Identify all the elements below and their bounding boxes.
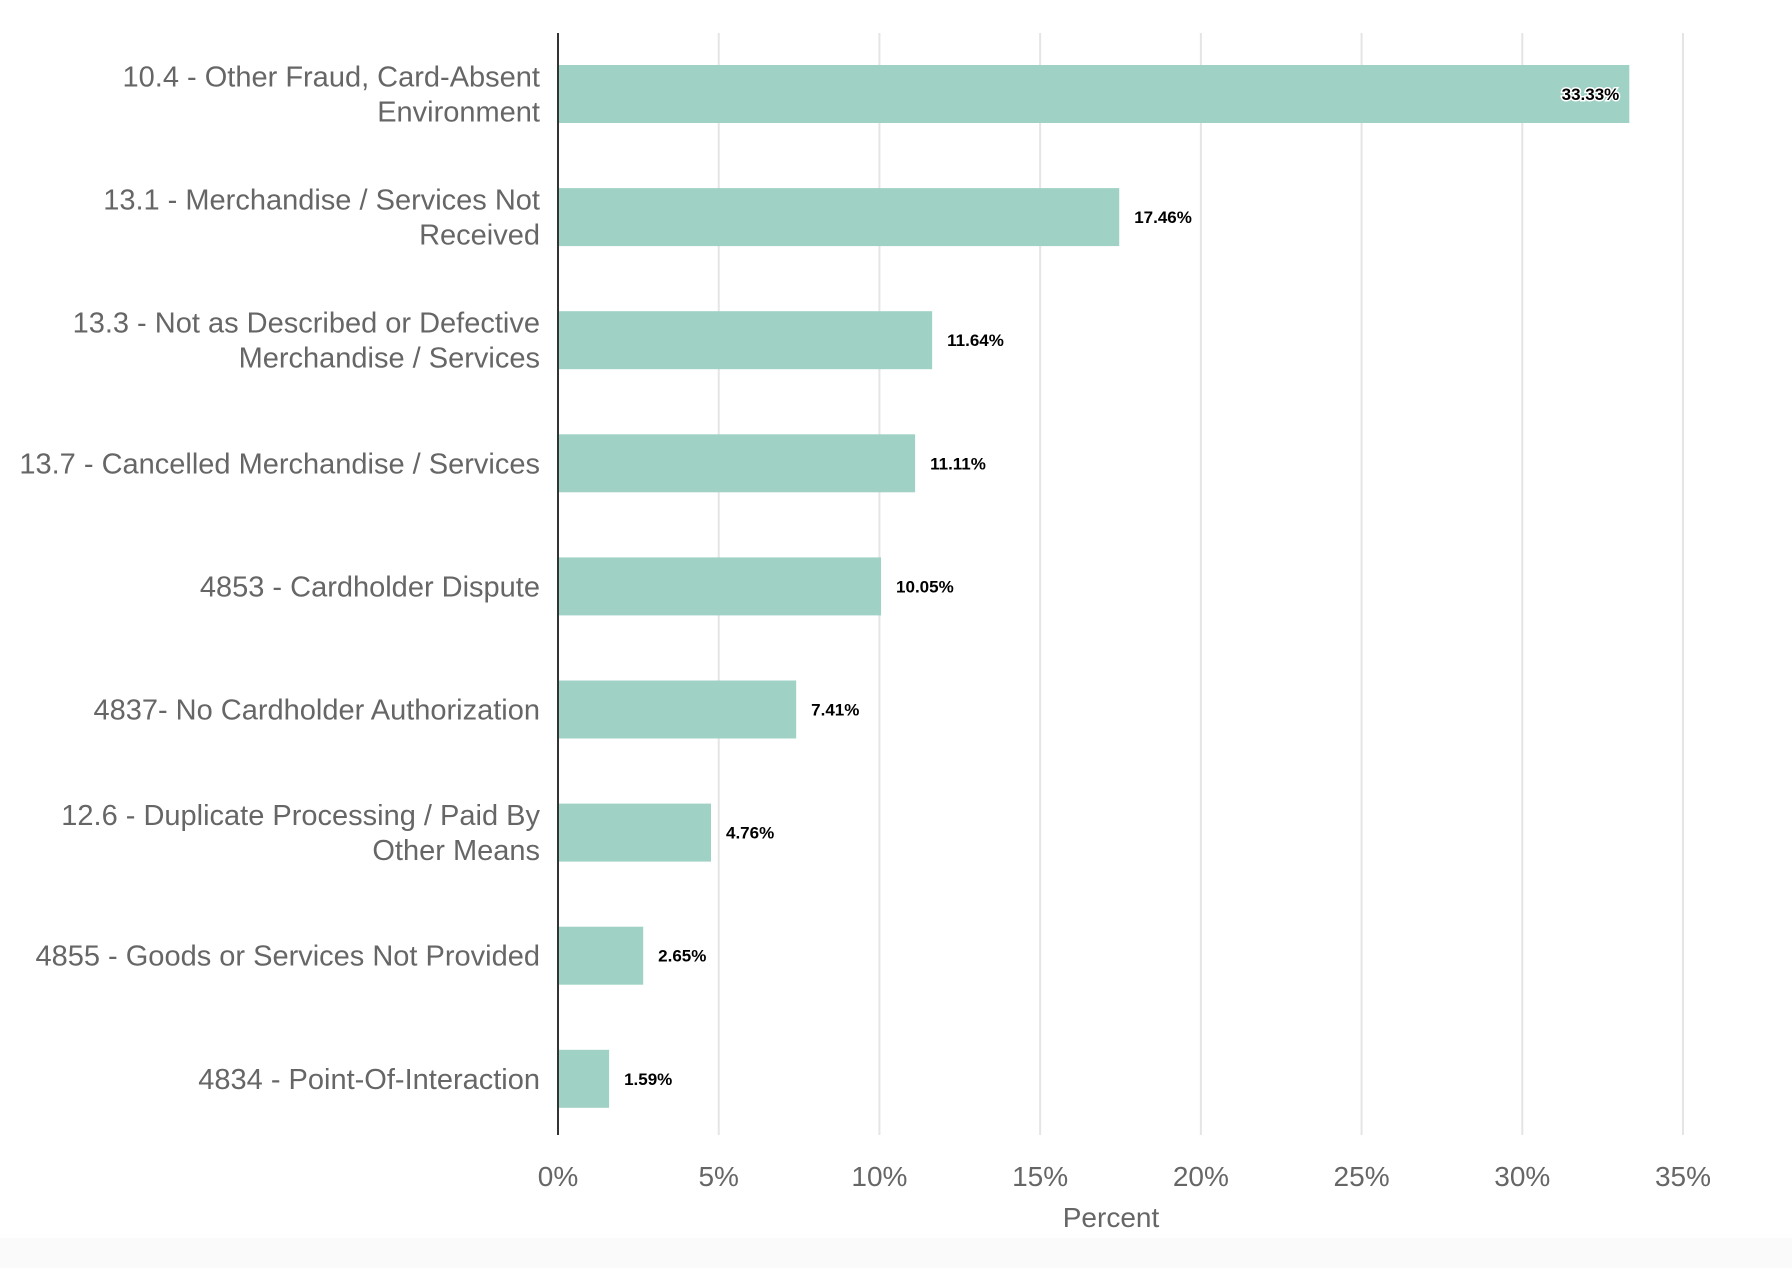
data-label: 2.65% — [658, 947, 706, 966]
category-label: 13.1 - Merchandise / Services Not — [103, 185, 540, 217]
category-label: 12.6 - Duplicate Processing / Paid By — [61, 800, 540, 832]
bars — [558, 65, 1630, 1108]
category-label: 13.3 - Not as Described or Defective — [73, 308, 540, 340]
data-label: 11.11% — [930, 454, 986, 473]
data-label: 17.46% — [1134, 208, 1192, 227]
footer-band — [0, 1238, 1792, 1268]
bar — [558, 434, 916, 493]
x-tick-label: 0% — [538, 1161, 578, 1192]
category-label: 4853 - Cardholder Dispute — [200, 571, 540, 603]
bar — [558, 311, 933, 370]
category-label: 13.7 - Cancelled Merchandise / Services — [19, 448, 540, 480]
bar — [558, 65, 1630, 123]
x-tick-label: 20% — [1173, 1161, 1229, 1192]
x-tick-label: 35% — [1655, 1161, 1711, 1192]
data-label: 4.76% — [726, 824, 774, 843]
data-label: 33.33% — [1562, 85, 1620, 104]
bar — [558, 188, 1120, 247]
data-label: 7.41% — [811, 701, 859, 720]
bar — [558, 557, 882, 616]
category-label: Other Means — [372, 835, 540, 867]
x-tick-label: 10% — [851, 1161, 907, 1192]
x-tick-label: 15% — [1012, 1161, 1068, 1192]
category-label: 4834 - Point-Of-Interaction — [198, 1064, 540, 1096]
x-tick-label: 5% — [698, 1161, 738, 1192]
bar — [558, 803, 711, 862]
bar — [558, 680, 797, 739]
bar — [558, 926, 644, 985]
labels: 0% 5% 10% 15% 20% 25% 30% 35% 10.4 - Other Fraud… — [19, 62, 1711, 1193]
bar — [558, 1049, 610, 1108]
x-tick-label: 25% — [1334, 1161, 1390, 1192]
x-tick-label: 30% — [1494, 1161, 1550, 1192]
data-label: 10.05% — [896, 577, 954, 596]
category-label: Merchandise / Services — [239, 343, 540, 375]
category-label: 4837- No Cardholder Authorization — [93, 695, 540, 727]
data-label: 1.59% — [624, 1070, 672, 1089]
category-label: Received — [419, 220, 540, 252]
x-axis-title: Percent — [1063, 1202, 1160, 1233]
data-label: 11.64% — [947, 331, 1004, 350]
category-label: 10.4 - Other Fraud, Card-Absent — [123, 62, 540, 94]
category-label: Environment — [377, 97, 540, 129]
category-label: 4855 - Goods or Services Not Provided — [35, 941, 540, 973]
